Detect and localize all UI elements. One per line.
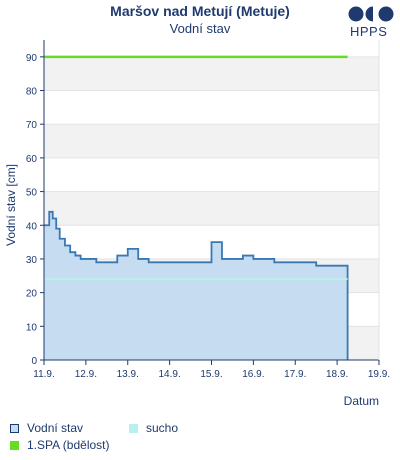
- x-tick-label: 19.9.: [368, 369, 390, 380]
- y-tick-label: 70: [26, 120, 38, 131]
- y-tick-label: 30: [26, 255, 38, 266]
- legend-item-water-level: Vodní stav: [10, 421, 83, 435]
- x-tick-labels: 11.9. 12.9. 13.9. 14.9. 15.9. 16.9. 17.9. 18.9.…: [33, 360, 390, 380]
- y-tick-labels: 0 10 20 30 40 50 60 70 80 90: [26, 53, 44, 367]
- chart-title: Maršov nad Metují (Metuje): [110, 3, 290, 19]
- legend-swatch-water-level: [10, 423, 19, 433]
- grid-band: [44, 124, 379, 158]
- legend-label-spa: 1.SPA (bdělost): [27, 438, 110, 452]
- y-tick-label: 20: [26, 289, 38, 300]
- y-tick-label: 50: [26, 188, 38, 199]
- y-tick-label: 0: [31, 356, 37, 367]
- y-tick-label: 60: [26, 154, 38, 165]
- legend-swatch-spa: [10, 440, 19, 450]
- chart-subtitle: Vodní stav: [169, 21, 231, 36]
- hpps-logo-icon: [348, 6, 394, 22]
- legend-swatch-sucho: [129, 423, 138, 433]
- x-tick-label: 16.9.: [242, 369, 264, 380]
- x-tick-label: 14.9.: [159, 369, 181, 380]
- x-tick-label: 13.9.: [117, 369, 139, 380]
- legend-item-sucho: sucho: [129, 421, 178, 435]
- grid-band: [44, 191, 379, 226]
- grid-band: [44, 56, 379, 91]
- x-tick-label: 17.9.: [284, 369, 306, 380]
- legend-item-spa: 1.SPA (bdělost): [10, 438, 110, 452]
- logo-text: HPPS: [350, 24, 388, 39]
- x-tick-label: 15.9.: [200, 369, 222, 380]
- x-tick-label: 11.9.: [33, 369, 55, 380]
- legend-label-water-level: Vodní stav: [27, 421, 84, 435]
- legend-label-sucho: sucho: [146, 421, 179, 435]
- x-tick-label: 12.9.: [75, 369, 97, 380]
- water-level-line: [44, 210, 349, 360]
- y-tick-label: 10: [26, 322, 38, 333]
- x-axis-label: Datum: [344, 394, 379, 408]
- y-tick-label: 40: [26, 221, 38, 232]
- water-level-area: [44, 211, 348, 360]
- y-axis-label: Vodní stav [cm]: [4, 164, 18, 246]
- x-tick-label: 18.9.: [326, 369, 348, 380]
- y-tick-label: 90: [26, 53, 38, 64]
- y-tick-label: 80: [26, 87, 38, 98]
